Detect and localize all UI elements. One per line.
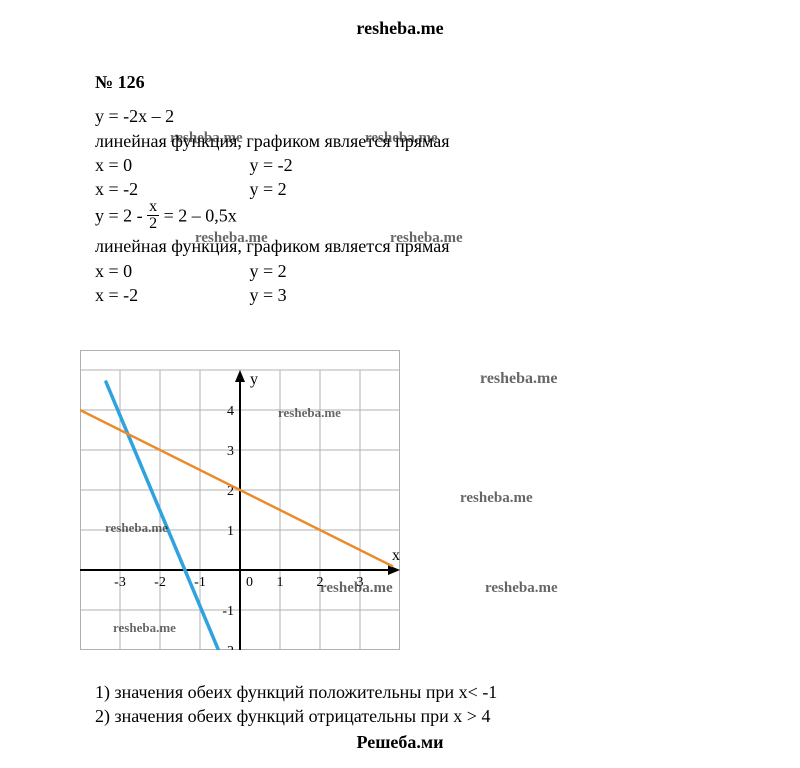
svg-text:y: y (250, 371, 258, 388)
watermark-text: resheba.me (480, 370, 557, 388)
chart: -3-2-10123-2-11234xy (80, 350, 400, 655)
svg-text:1: 1 (277, 575, 284, 590)
svg-text:-3: -3 (114, 575, 126, 590)
points-2-row-1: x = -2 y = 3 (95, 283, 450, 307)
eq2-post: = 2 – 0,5x (159, 206, 237, 226)
problem-number: № 126 (95, 70, 450, 94)
chart-svg: -3-2-10123-2-11234xy (80, 350, 400, 650)
svg-text:3: 3 (227, 444, 234, 459)
pt1-1-x: x = -2 (95, 177, 245, 201)
description-2: линейная функция, графиком является прям… (95, 234, 450, 258)
content-block: № 126 y = -2x – 2 линейная функция, граф… (95, 70, 450, 307)
pt2-1-y: y = 3 (250, 285, 287, 305)
equation-1: y = -2x – 2 (95, 104, 450, 128)
equation-2: y = 2 - x2 = 2 – 0,5x (95, 201, 450, 234)
svg-text:0: 0 (246, 575, 253, 590)
svg-text:-2: -2 (222, 644, 234, 650)
pt1-1-y: y = 2 (250, 179, 287, 199)
points-2-row-0: x = 0 y = 2 (95, 259, 450, 283)
svg-text:-1: -1 (194, 575, 206, 590)
svg-text:2: 2 (317, 575, 324, 590)
eq2-pre: y = 2 - (95, 206, 147, 226)
description-1: линейная функция, графиком является прям… (95, 129, 450, 153)
svg-text:4: 4 (227, 404, 234, 419)
eq2-fraction: x2 (147, 199, 159, 232)
svg-text:1: 1 (227, 524, 234, 539)
answer-2: 2) значения обеих функций отрицательны п… (95, 704, 497, 728)
pt2-0-y: y = 2 (250, 261, 287, 281)
svg-text:3: 3 (357, 575, 364, 590)
answers-block: 1) значения обеих функций положительны п… (95, 680, 497, 729)
points-1-row-0: x = 0 y = -2 (95, 153, 450, 177)
watermark-text: resheba.me (460, 490, 533, 507)
pt2-0-x: x = 0 (95, 259, 245, 283)
pt1-0-x: x = 0 (95, 153, 245, 177)
footer-link[interactable]: Решеба.ми (356, 732, 443, 753)
pt2-1-x: x = -2 (95, 283, 245, 307)
svg-text:x: x (392, 547, 400, 564)
svg-text:-1: -1 (222, 604, 234, 619)
pt1-0-y: y = -2 (250, 155, 293, 175)
header-link[interactable]: resheba.me (356, 18, 443, 39)
answer-1: 1) значения обеих функций положительны п… (95, 680, 497, 704)
orange-line (80, 410, 392, 566)
watermark-text: resheba.me (485, 580, 558, 597)
svg-text:-2: -2 (154, 575, 166, 590)
